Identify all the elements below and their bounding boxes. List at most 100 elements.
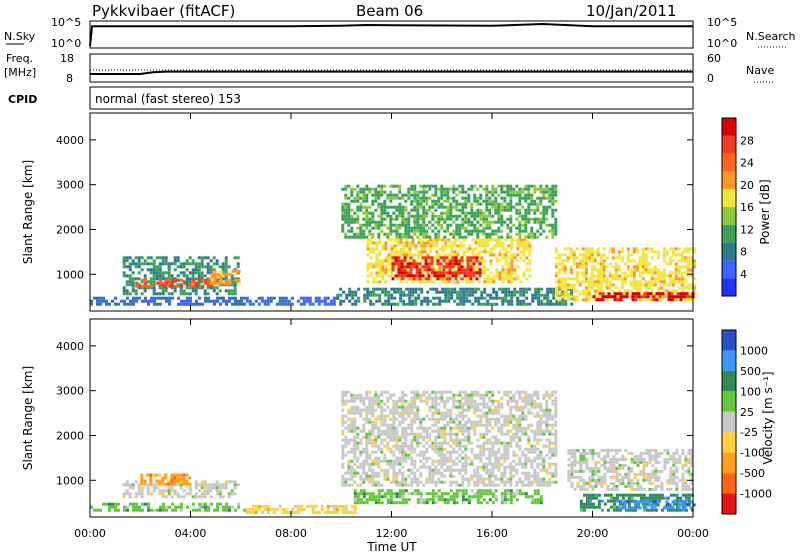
power-cell [584, 298, 588, 302]
power-cell [380, 211, 384, 215]
power-cell [560, 262, 564, 266]
power-cell [470, 214, 474, 218]
velocity-cell [494, 498, 498, 502]
velocity-cell [221, 495, 225, 499]
power-cell [390, 271, 394, 275]
power-cell [381, 277, 385, 281]
velocity-cell [389, 438, 393, 442]
velocity-cell [362, 435, 366, 439]
velocity-cell [422, 426, 426, 430]
velocity-cell [458, 438, 462, 442]
power-cell [341, 217, 345, 221]
velocity-cell [353, 420, 357, 424]
velocity-cell [440, 444, 444, 448]
velocity-cell [509, 495, 513, 499]
power-cell [492, 238, 496, 242]
power-cell [366, 262, 370, 266]
velocity-cell [464, 471, 468, 475]
power-cell [414, 244, 418, 248]
velocity-cell [431, 429, 435, 433]
velocity-cell [365, 393, 369, 397]
velocity-cell [431, 498, 435, 502]
velocity-cell [392, 423, 396, 427]
power-cell [560, 280, 564, 284]
power-cell [206, 265, 210, 269]
power-cell [569, 283, 573, 287]
velocity-cell [509, 474, 513, 478]
power-cell [122, 262, 126, 266]
velocity-cell [404, 477, 408, 481]
velocity-cell [455, 468, 459, 472]
power-cell [432, 268, 436, 272]
power-cell [141, 278, 145, 282]
power-cell [399, 280, 403, 284]
power-cell [198, 278, 202, 282]
power-cell [542, 220, 546, 224]
power-cell [656, 295, 660, 299]
power-cell [409, 268, 413, 272]
velocity-cell [449, 495, 453, 499]
power-cell [159, 302, 162, 306]
power-cell [566, 277, 570, 281]
velocity-cell [515, 444, 519, 448]
power-cell [403, 268, 407, 272]
velocity-cell [428, 438, 432, 442]
velocity-cell [533, 480, 537, 484]
velocity-cell [515, 462, 519, 466]
power-cell [525, 302, 529, 306]
velocity-cell [401, 459, 405, 463]
power-cell [422, 199, 426, 203]
velocity-cell [497, 459, 501, 463]
velocity-cell [353, 504, 357, 508]
velocity-cell [431, 471, 435, 475]
power-cell [443, 217, 447, 221]
velocity-cell [473, 468, 477, 472]
power-cell [383, 208, 387, 212]
power-cell [414, 247, 418, 251]
velocity-cell [524, 471, 528, 475]
power-cell [147, 284, 151, 288]
velocity-cell [179, 473, 183, 477]
velocity-cell [449, 468, 453, 472]
power-cell [452, 187, 456, 191]
power-cell [426, 290, 430, 294]
velocity-cell [479, 447, 483, 451]
power-cell [439, 256, 443, 260]
power-cell [134, 289, 138, 293]
velocity-cell [170, 489, 174, 493]
velocity-cell [533, 492, 537, 496]
power-cell [433, 274, 437, 278]
power-ytick-label: 2000 [56, 223, 84, 236]
power-cell [371, 232, 375, 236]
power-cell [661, 292, 665, 296]
velocity-cell [413, 417, 417, 421]
power-cell [188, 286, 192, 290]
power-cell [477, 241, 481, 245]
power-cell [434, 220, 438, 224]
power-cell [429, 244, 433, 248]
velocity-cell [173, 492, 177, 496]
velocity-cell [347, 471, 351, 475]
power-cell [456, 280, 460, 284]
power-cell [629, 289, 633, 293]
power-cell [656, 286, 660, 290]
power-cell [410, 235, 414, 239]
velocity-cell [551, 453, 555, 457]
velocity-cell [383, 417, 387, 421]
velocity-cell [371, 438, 375, 442]
power-cell [689, 247, 693, 251]
power-cell [458, 184, 462, 188]
velocity-cell [524, 390, 528, 394]
power-cell [441, 247, 445, 251]
power-cell [458, 223, 462, 227]
power-cell [380, 214, 384, 218]
power-cell [417, 253, 421, 257]
power-cell [233, 286, 237, 290]
power-cell [470, 187, 474, 191]
power-cell [192, 278, 196, 282]
power-cell [281, 299, 285, 303]
power-cell [524, 187, 528, 191]
velocity-cell [153, 508, 156, 512]
power-cell [500, 202, 504, 206]
velocity-cell [167, 492, 171, 496]
